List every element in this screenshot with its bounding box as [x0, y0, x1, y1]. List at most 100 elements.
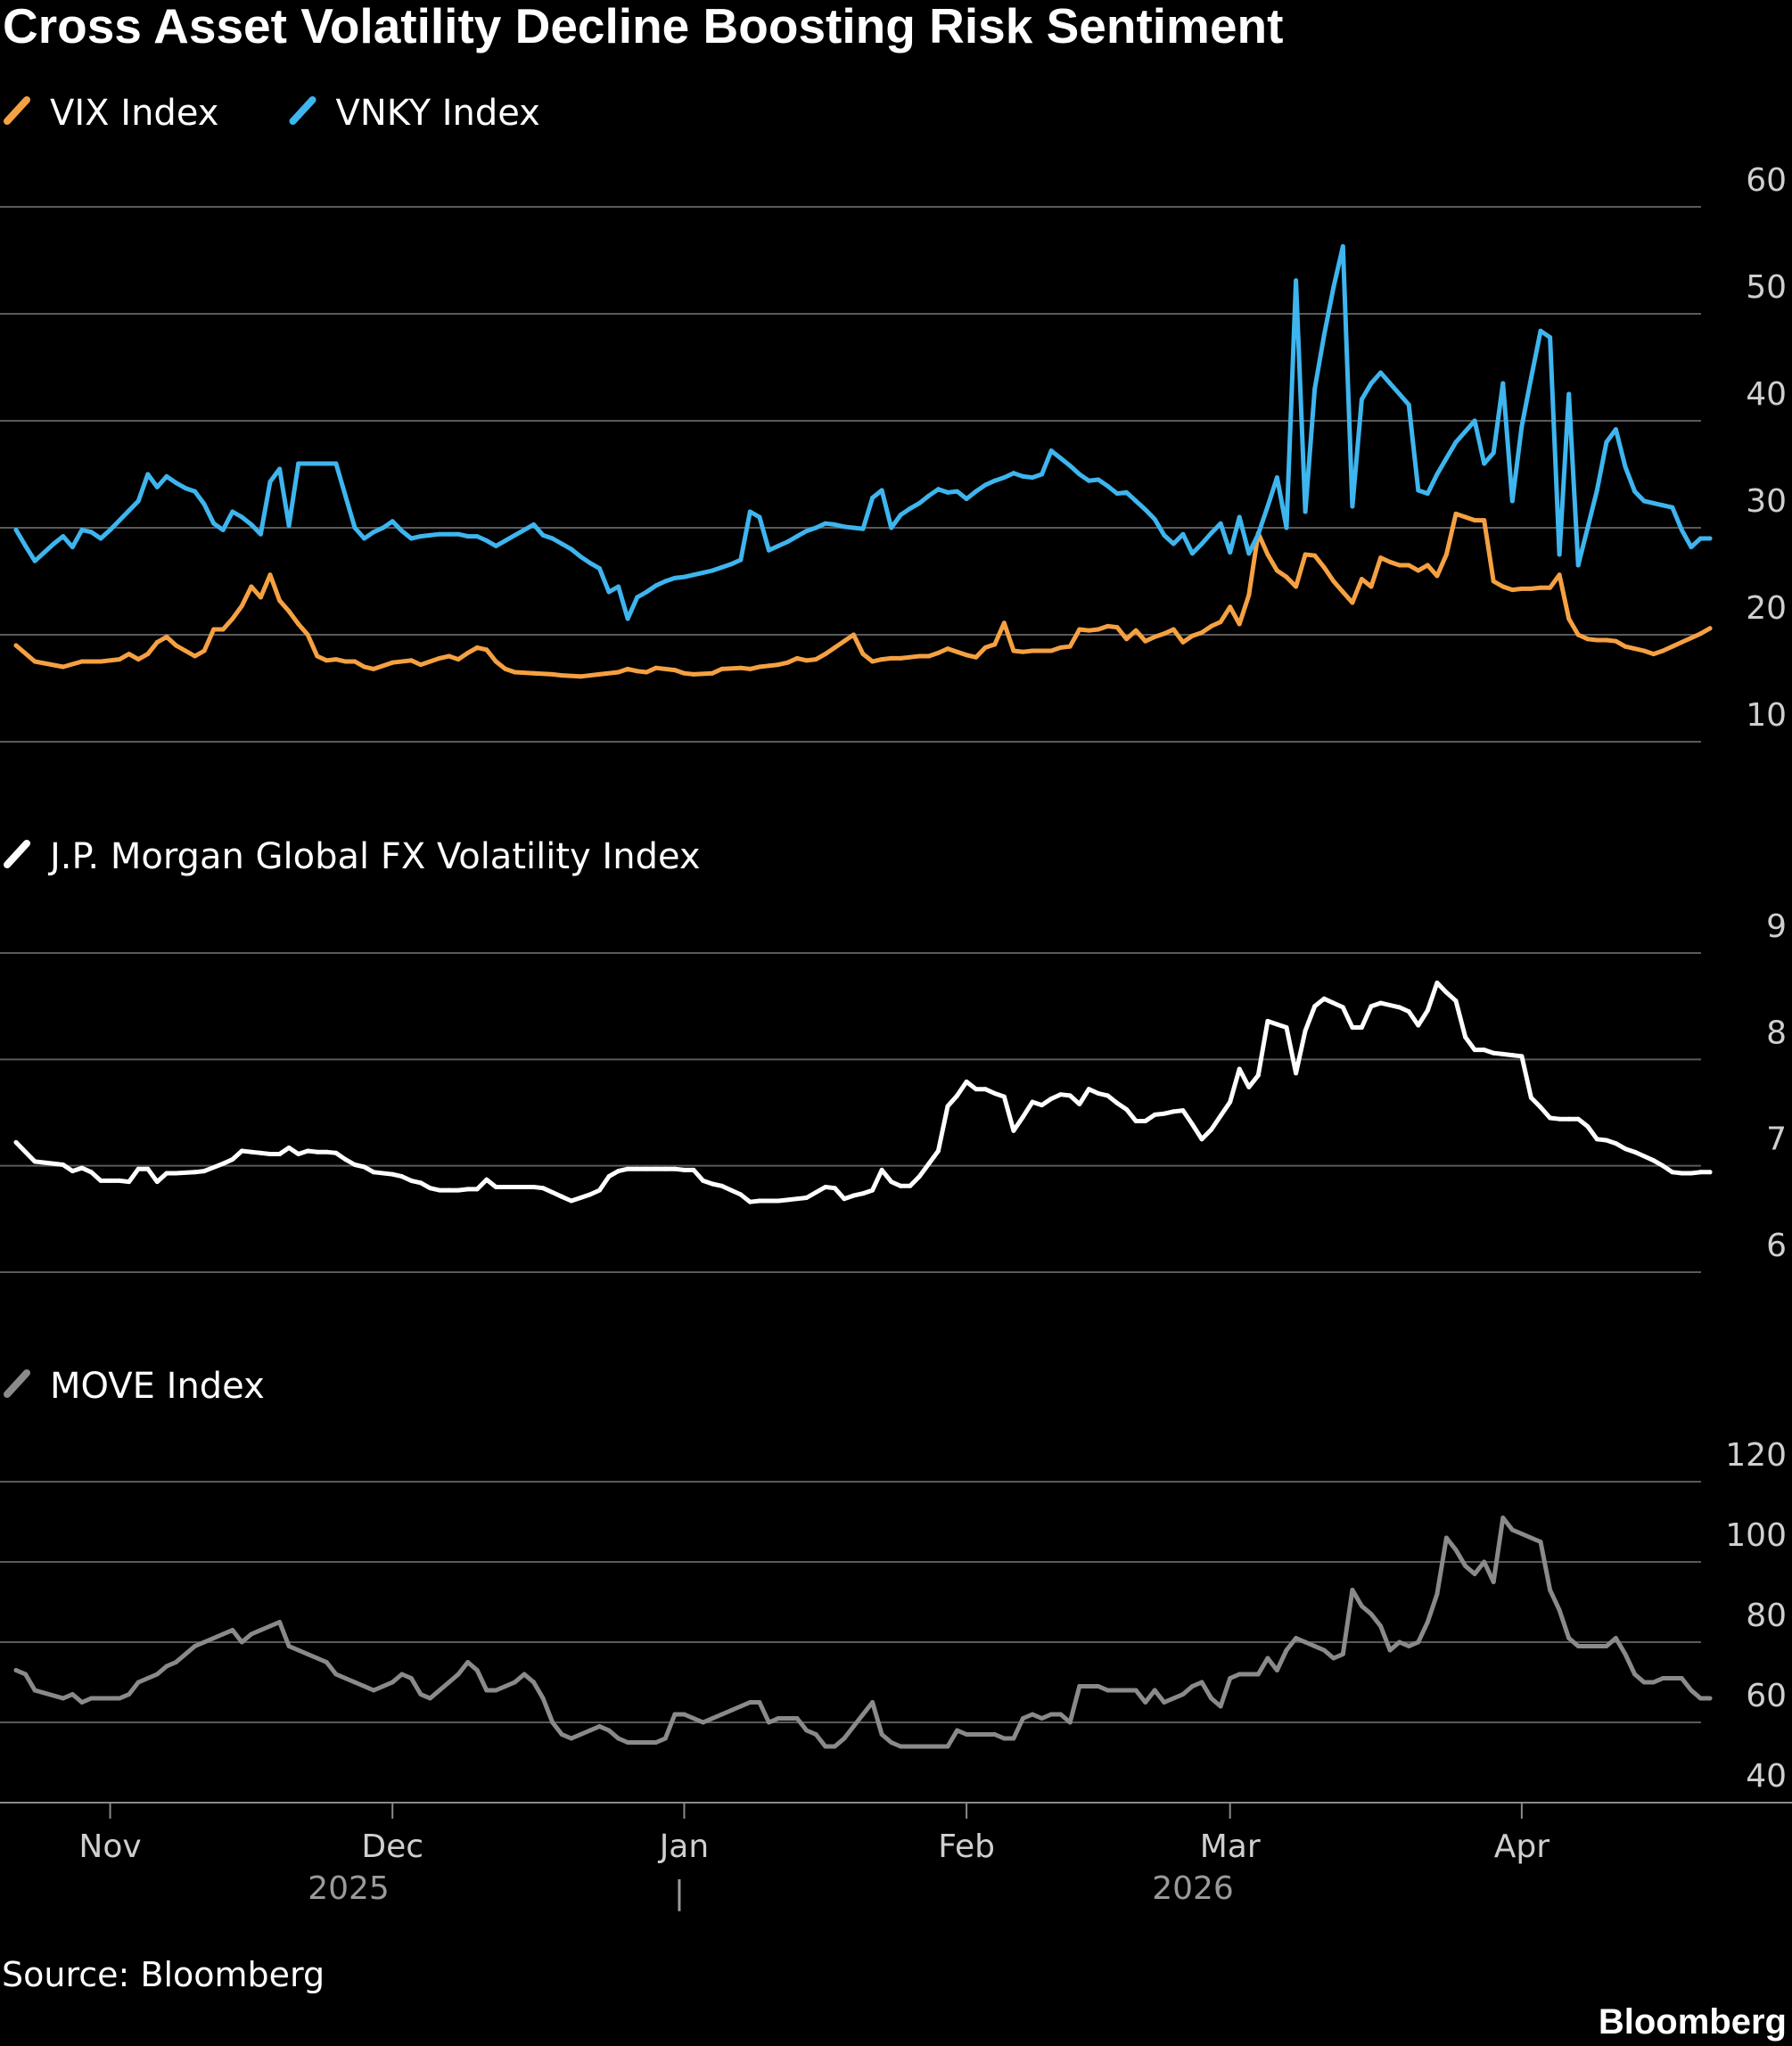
point-vix-index-123	[1331, 579, 1336, 584]
point-vnky-index-136	[1294, 278, 1299, 283]
point-move-index-116	[1133, 1688, 1138, 1693]
point-move-index-95	[935, 1744, 941, 1749]
point-j-p-morgan-global-fx-volatility-index-160	[1575, 1116, 1581, 1122]
point-vix-index-147	[1557, 572, 1562, 578]
legend-swatch-j-p-morgan-global-fx-volatility-index	[4, 840, 30, 868]
point-vnky-index-24	[239, 514, 244, 520]
point-vnky-index-78	[747, 509, 752, 514]
point-vnky-index-158	[1500, 381, 1506, 386]
point-vnky-index-119	[1133, 498, 1138, 504]
series-line-move-index	[13, 1516, 1713, 1749]
point-move-index-94	[926, 1744, 932, 1749]
point-j-p-morgan-global-fx-volatility-index-165	[1623, 1146, 1628, 1152]
point-vnky-index-88	[842, 524, 847, 530]
point-j-p-morgan-global-fx-volatility-index-145	[1434, 980, 1440, 985]
point-move-index-53	[540, 1696, 546, 1701]
point-j-p-morgan-global-fx-volatility-index-114	[1143, 1119, 1148, 1123]
point-vix-index-29	[342, 659, 348, 664]
point-vnky-index-11	[117, 518, 122, 523]
point-vnky-index-126	[1199, 541, 1204, 546]
point-vix-index-124	[1340, 589, 1345, 595]
point-move-index-30	[324, 1660, 329, 1664]
point-move-index-70	[701, 1720, 706, 1725]
legend-swatch-vnky-index	[289, 96, 316, 125]
point-j-p-morgan-global-fx-volatility-index-161	[1585, 1124, 1591, 1129]
point-vix-index-51	[625, 666, 630, 671]
point-j-p-morgan-global-fx-volatility-index-93	[945, 1104, 950, 1109]
point-vix-index-85	[974, 654, 979, 660]
point-vnky-index-53	[512, 532, 517, 538]
point-j-p-morgan-global-fx-volatility-index-4	[79, 1165, 85, 1171]
point-vix-index-87	[992, 642, 998, 647]
point-vix-index-79	[917, 653, 922, 659]
point-vnky-index-165	[1566, 391, 1572, 397]
point-move-index-137	[1331, 1656, 1336, 1661]
point-vnky-index-77	[738, 557, 744, 563]
point-vix-index-151	[1594, 637, 1599, 643]
point-vix-index-80	[926, 653, 932, 659]
point-j-p-morgan-global-fx-volatility-index-60	[635, 1166, 640, 1171]
point-vix-index-141	[1500, 584, 1506, 589]
point-move-index-29	[315, 1656, 320, 1661]
point-move-index-175	[1689, 1688, 1694, 1693]
point-vix-index-23	[286, 609, 292, 614]
series-line-j-p-morgan-global-fx-volatility-index	[13, 980, 1713, 1204]
point-j-p-morgan-global-fx-volatility-index-123	[1228, 1099, 1233, 1105]
point-move-index-42	[437, 1688, 442, 1693]
point-move-index-155	[1500, 1516, 1506, 1520]
point-vnky-index-100	[955, 489, 960, 494]
point-j-p-morgan-global-fx-volatility-index-7	[108, 1178, 113, 1183]
point-vix-index-145	[1538, 585, 1543, 590]
point-vix-index-150	[1585, 637, 1591, 642]
point-vix-index-46	[550, 671, 555, 677]
point-vnky-index-146	[1387, 381, 1393, 386]
point-vix-index-111	[1218, 620, 1223, 625]
point-j-p-morgan-global-fx-volatility-index-53	[569, 1198, 574, 1204]
point-vnky-index-31	[305, 461, 310, 466]
point-vnky-index-51	[493, 543, 498, 548]
point-move-index-130	[1265, 1656, 1270, 1661]
point-j-p-morgan-global-fx-volatility-index-9	[127, 1179, 132, 1185]
point-vnky-index-19	[193, 489, 198, 494]
point-move-index-169	[1632, 1672, 1638, 1677]
point-j-p-morgan-global-fx-volatility-index-136	[1350, 1025, 1355, 1030]
point-j-p-morgan-global-fx-volatility-index-80	[823, 1185, 828, 1189]
point-move-index-50	[512, 1680, 517, 1685]
point-vix-index-64	[776, 662, 781, 668]
point-j-p-morgan-global-fx-volatility-index-56	[596, 1187, 602, 1193]
point-vix-index-93	[1048, 648, 1054, 653]
point-j-p-morgan-global-fx-volatility-index-148	[1463, 1034, 1468, 1039]
point-j-p-morgan-global-fx-volatility-index-44	[484, 1177, 489, 1182]
point-j-p-morgan-global-fx-volatility-index-110	[1105, 1093, 1110, 1098]
y-tick-label-30: 30	[1746, 483, 1787, 520]
point-vnky-index-159	[1509, 498, 1515, 504]
y-tick-label-60: 60	[1746, 1678, 1787, 1714]
point-move-index-12	[154, 1672, 160, 1677]
panel-vix-vnky: VIX Index VNKY Index 60 50 40 30 20 10	[0, 93, 1787, 743]
point-vnky-index-167	[1585, 525, 1591, 530]
point-j-p-morgan-global-fx-volatility-index-96	[974, 1087, 979, 1092]
point-move-index-109	[1067, 1720, 1073, 1725]
point-vix-index-32	[371, 666, 376, 671]
point-j-p-morgan-global-fx-volatility-index-45	[493, 1185, 498, 1189]
point-move-index-115	[1124, 1688, 1130, 1693]
point-move-index-28	[305, 1652, 310, 1656]
point-move-index-86	[851, 1724, 856, 1729]
point-vix-index-117	[1274, 568, 1279, 573]
point-vnky-index-180	[1707, 536, 1713, 541]
point-vix-index-146	[1548, 585, 1553, 590]
point-move-index-8	[117, 1696, 122, 1701]
point-j-p-morgan-global-fx-volatility-index-2	[61, 1163, 66, 1167]
point-j-p-morgan-global-fx-volatility-index-154	[1519, 1054, 1525, 1059]
point-j-p-morgan-global-fx-volatility-index-31	[352, 1163, 358, 1167]
point-vnky-index-84	[804, 529, 810, 534]
y-tick-label-100: 100	[1725, 1517, 1787, 1554]
point-move-index-21	[239, 1639, 244, 1645]
series-group-move	[13, 1516, 1713, 1749]
point-vix-index-6	[127, 652, 132, 657]
point-vix-index-36	[437, 655, 442, 661]
point-vix-index-105	[1162, 631, 1167, 637]
point-vnky-index-20	[201, 502, 207, 507]
point-vnky-index-23	[230, 509, 235, 514]
point-j-p-morgan-global-fx-volatility-index-142	[1406, 1009, 1411, 1015]
